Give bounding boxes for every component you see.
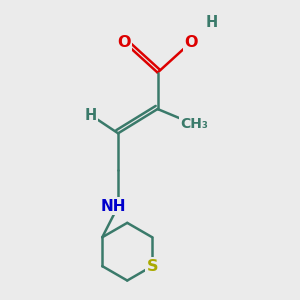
Text: O: O [117, 35, 131, 50]
Text: NH: NH [101, 199, 126, 214]
Text: H: H [206, 15, 218, 30]
Text: O: O [184, 35, 198, 50]
Text: H: H [85, 108, 97, 123]
Text: CH₃: CH₃ [180, 117, 208, 131]
Text: S: S [146, 259, 158, 274]
